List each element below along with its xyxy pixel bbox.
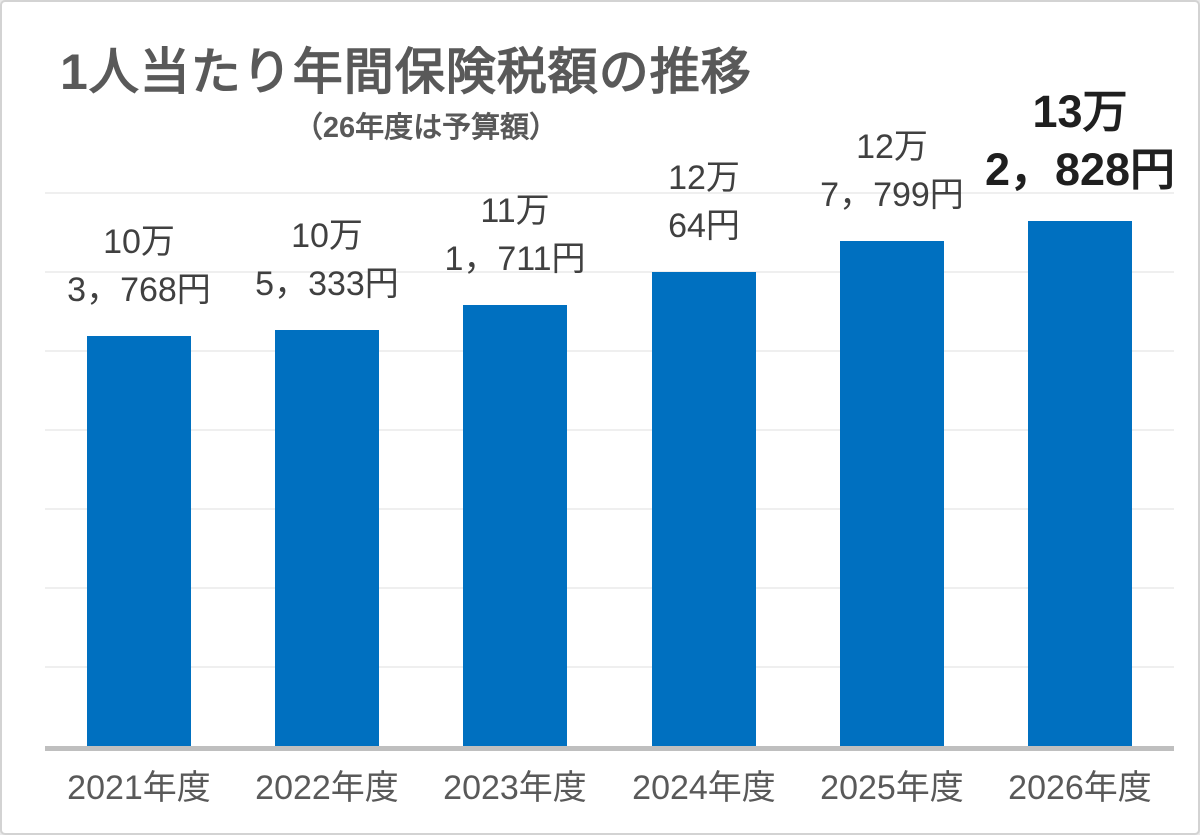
bar-value-label-line2: 1，711円	[444, 240, 586, 278]
x-axis-label: 2023年度	[443, 769, 587, 807]
gridline	[45, 271, 1174, 273]
gridline	[45, 587, 1174, 589]
bar-2026年度	[1028, 221, 1132, 746]
bar-value-label: 13万 2，828円	[910, 83, 1198, 199]
bar-2023年度	[463, 305, 567, 746]
bar-value-label: 11万 1，711円	[345, 187, 685, 283]
x-axis-label: 2024年度	[632, 769, 776, 807]
bar-2025年度	[840, 241, 944, 746]
bar-value-label-line2: 2，828円	[984, 144, 1176, 195]
bar-value-label-line2: 3，768円	[67, 271, 211, 309]
x-axis-label: 2022年度	[255, 769, 399, 807]
bar-2024年度	[652, 272, 756, 746]
gridline	[45, 666, 1174, 668]
x-axis-line	[45, 746, 1174, 751]
bar-2022年度	[275, 330, 379, 746]
bar-value-label-line1: 10万	[291, 217, 363, 255]
gridline	[45, 350, 1174, 352]
bar-2021年度	[87, 336, 191, 746]
chart-title: 1人当たり年間保険税額の推移	[60, 44, 752, 100]
x-axis-label: 2021年度	[67, 769, 211, 807]
x-axis-label: 2026年度	[1008, 769, 1152, 807]
x-axis-label: 2025年度	[820, 769, 964, 807]
bar-value-label-line1: 13万	[1032, 86, 1128, 137]
bar-value-label-line2: 7，799円	[820, 176, 964, 214]
bar-value-label-line2: 64円	[668, 207, 740, 245]
gridline	[45, 429, 1174, 431]
bar-value-label: 12万 7，799円	[722, 123, 1062, 219]
bar-value-label-line1: 12万	[668, 159, 740, 197]
gridline	[45, 192, 1174, 194]
bar-value-label-line1: 12万	[856, 128, 928, 166]
chart-subtitle: （26年度は予算額）	[293, 112, 559, 144]
bar-value-label: 12万 64円	[534, 154, 874, 250]
gridline	[45, 508, 1174, 510]
bar-value-label-line1: 10万	[103, 223, 175, 261]
bar-value-label-line1: 11万	[480, 192, 550, 230]
bar-value-label-line2: 5，333円	[255, 265, 399, 303]
bar-value-label: 10万 5，333円	[157, 212, 497, 308]
bar-value-label: 10万 3，768円	[2, 218, 309, 314]
